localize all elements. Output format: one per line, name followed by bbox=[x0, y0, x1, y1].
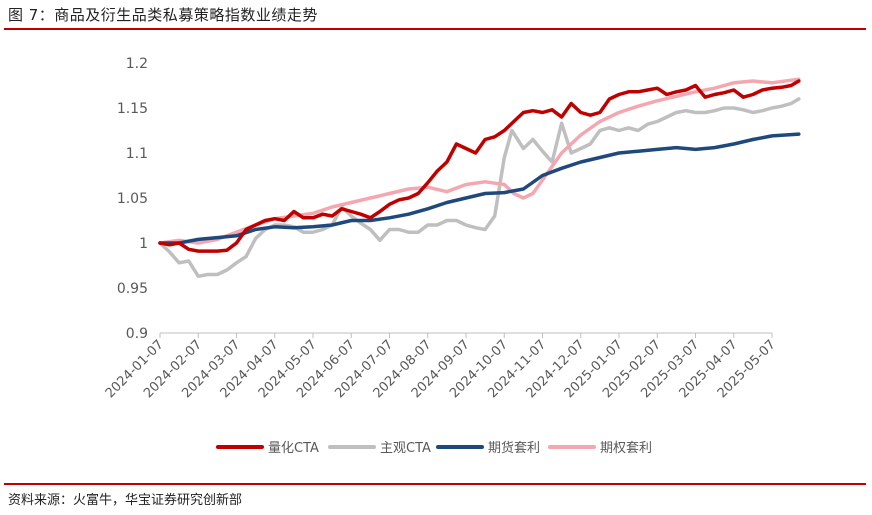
y-tick-label: 1.15 bbox=[117, 101, 148, 117]
y-tick-label: 0.95 bbox=[117, 281, 148, 297]
legend-label: 期权套利 bbox=[600, 440, 652, 456]
y-axis: 0.9 0.95 1 1.05 1.1 1.15 1.2 bbox=[117, 56, 148, 342]
y-tick-label: 1.2 bbox=[126, 56, 148, 72]
legend: 量化CTA 主观CTA 期货套利 期权套利 bbox=[216, 440, 652, 456]
series-line-3 bbox=[158, 132, 801, 245]
source-note: 资料来源：火富牛，华宝证券研究创新部 bbox=[8, 493, 243, 508]
y-tick-label: 0.9 bbox=[126, 326, 148, 342]
legend-label: 主观CTA bbox=[380, 441, 431, 456]
y-tick-label: 1.1 bbox=[126, 146, 148, 162]
x-axis: 2024-01-072024-02-072024-03-072024-04-07… bbox=[103, 332, 779, 401]
source-rule bbox=[4, 483, 866, 485]
title-rule bbox=[4, 28, 866, 30]
legend-label: 期货套利 bbox=[488, 440, 540, 456]
series-line-2 bbox=[158, 97, 801, 279]
legend-label: 量化CTA bbox=[268, 441, 319, 456]
series-line-4 bbox=[158, 77, 801, 245]
figure-title: 图 7：商品及衍生品类私募策略指数业绩走势 bbox=[8, 6, 318, 24]
series-line-1 bbox=[158, 79, 801, 253]
line-chart: 0.9 0.95 1 1.05 1.1 1.15 1.2 2024-01-072024-02… bbox=[103, 56, 801, 456]
series-layer bbox=[158, 77, 801, 279]
y-tick-label: 1 bbox=[139, 236, 148, 252]
y-tick-label: 1.05 bbox=[117, 191, 148, 207]
